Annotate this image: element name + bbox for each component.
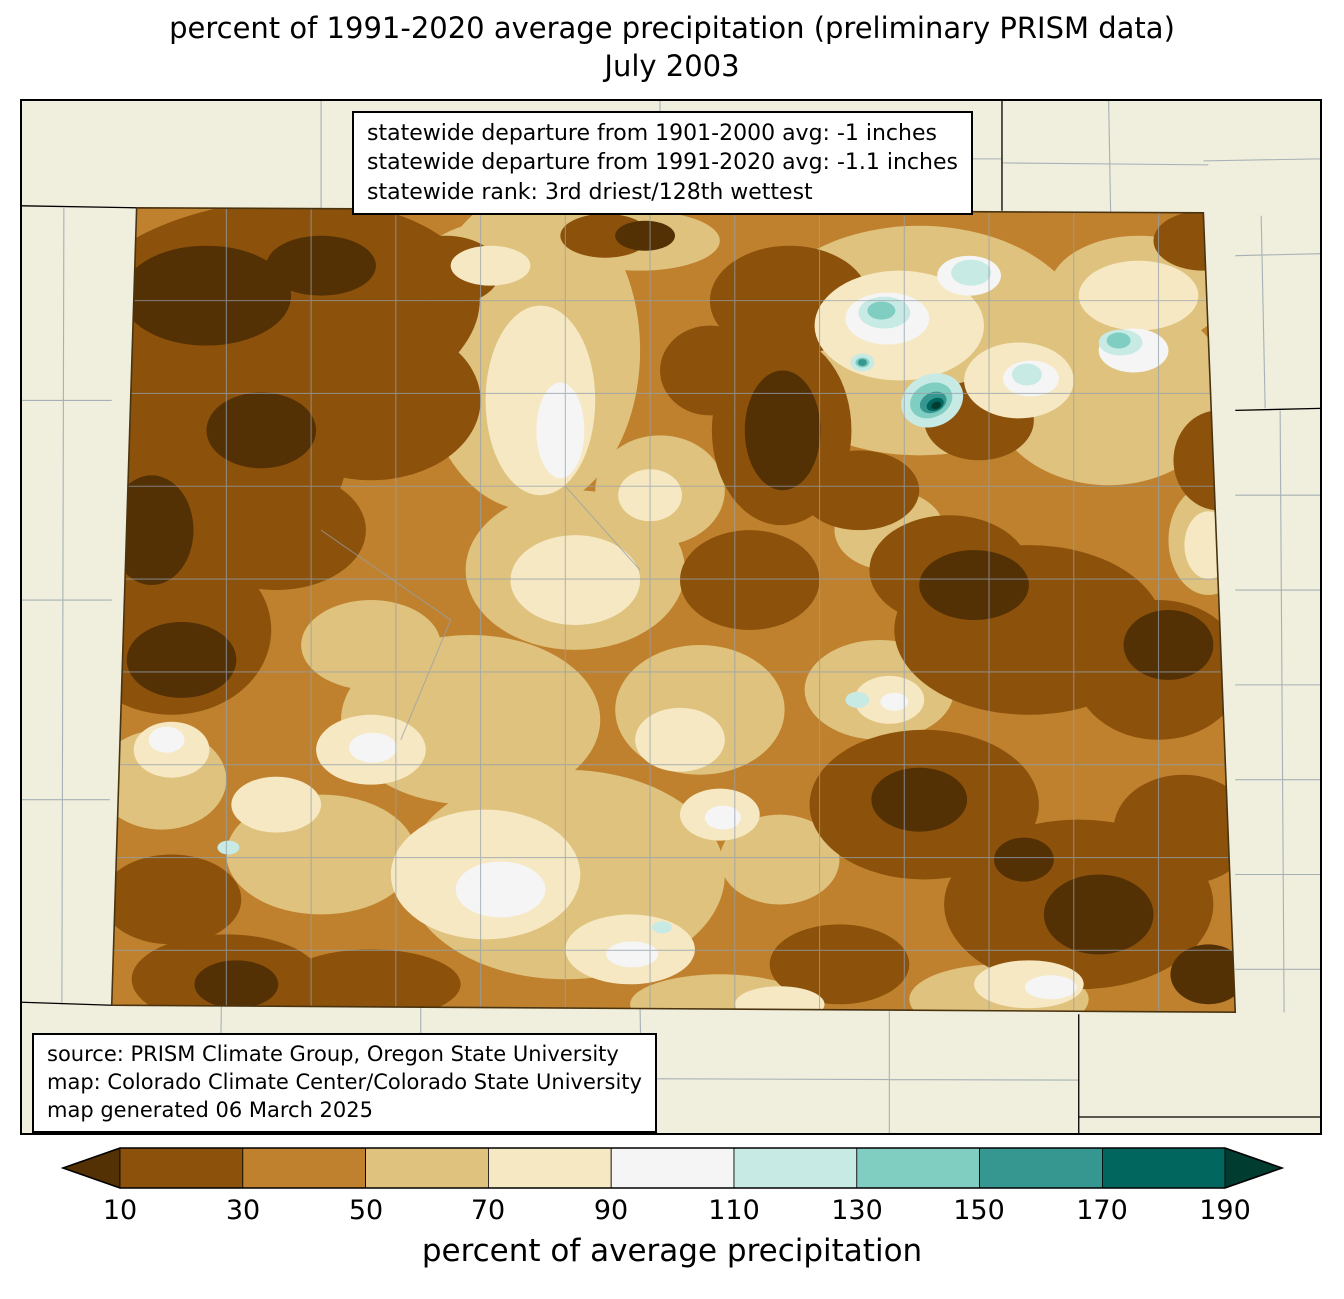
- source-line-3: map generated 06 March 2025: [47, 1097, 374, 1122]
- colorbar-caption: percent of average precipitation: [421, 1233, 923, 1269]
- colorbar-tick-label: 190: [1199, 1195, 1251, 1226]
- stats-line-3: statewide rank: 3rd driest/128th wettest: [367, 179, 813, 205]
- colorbar-tick-label: 10: [102, 1195, 138, 1226]
- county-lines: [111, 207, 1236, 1013]
- colorbar-tick-label: 70: [470, 1195, 506, 1226]
- page-title: percent of 1991-2020 average precipitati…: [0, 10, 1344, 85]
- stats-line-1: statewide departure from 1901-2000 avg: …: [367, 121, 937, 146]
- source-line-1: source: PRISM Climate Group, Oregon Stat…: [47, 1042, 619, 1066]
- stats-box: statewide departure from 1901-2000 avg: …: [352, 111, 973, 215]
- title-line-1: percent of 1991-2020 average precipitati…: [169, 11, 1175, 45]
- map-frame: statewide departure from 1901-2000 avg: …: [20, 99, 1322, 1135]
- title-line-2: July 2003: [604, 48, 740, 83]
- colorado-precipitation-map: [22, 101, 1320, 1133]
- precip-contours: [111, 207, 1236, 1013]
- colorbar-tick-label: 30: [225, 1195, 261, 1226]
- colorbar-tick-label: 170: [1076, 1195, 1128, 1226]
- colorbar-tick-label: 110: [708, 1195, 760, 1226]
- state-boundaries: [22, 101, 1320, 1133]
- colorbar-tick-label: 150: [953, 1195, 1005, 1226]
- colorbar: 10 30 50 70 90 110 130 150 170 190 perce…: [0, 1143, 1344, 1295]
- stats-line-2: statewide departure from 1991-2020 avg: …: [367, 150, 958, 176]
- colorbar-ticks: 10 30 50 70 90 110 130 150 170 190: [0, 1195, 1344, 1229]
- source-line-2: map: Colorado Climate Center/Colorado St…: [47, 1069, 642, 1094]
- colorbar-tick-label: 90: [593, 1195, 629, 1226]
- colorbar-tick-label: 50: [348, 1195, 384, 1226]
- colorbar-gradient: [60, 1147, 1285, 1189]
- source-box: source: PRISM Climate Group, Oregon Stat…: [32, 1033, 657, 1133]
- colorbar-tick-label: 130: [831, 1195, 883, 1226]
